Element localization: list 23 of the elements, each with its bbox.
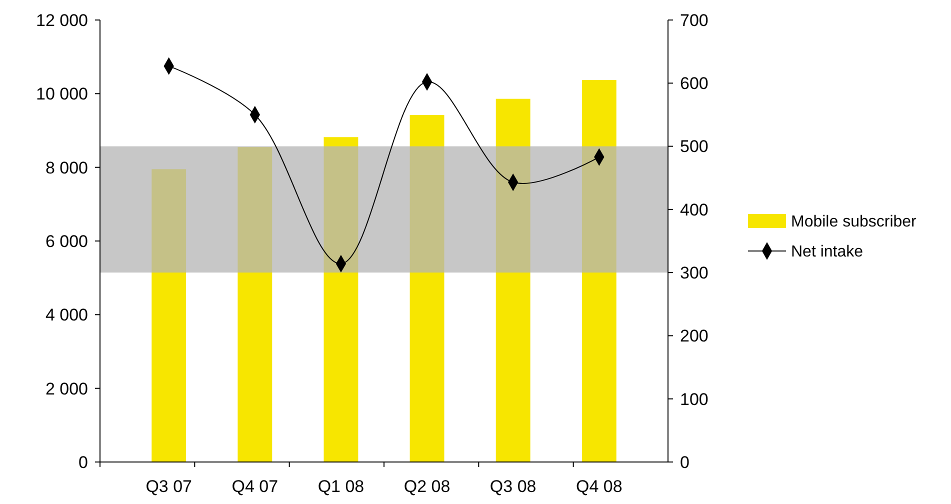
x-tick-label: Q1 08 <box>318 477 364 496</box>
legend-label: Mobile subscriber <box>791 214 918 231</box>
y2-tick-label: 600 <box>680 74 708 94</box>
y2-tick-label: 100 <box>680 390 708 409</box>
y2-tick-label: 0 <box>680 452 690 472</box>
y2-tick-label: 700 <box>680 10 708 30</box>
y-tick-label: 12 000 <box>36 10 88 30</box>
x-tick-label: Q3 08 <box>490 477 536 496</box>
x-tick-label: Q4 08 <box>576 477 622 496</box>
y-tick-label: 8 000 <box>45 158 88 178</box>
y-tick-label: 0 <box>78 452 88 472</box>
x-tick-label: Q2 08 <box>404 477 450 496</box>
y2-tick-label: 300 <box>680 264 708 283</box>
y2-tick-label: 200 <box>680 326 708 346</box>
x-tick-label: Q3 07 <box>146 477 192 496</box>
y-tick-label: 2 000 <box>45 379 88 398</box>
y-tick-label: 10 000 <box>36 84 88 104</box>
y2-tick-label: 400 <box>680 200 708 220</box>
y-tick-label: 4 000 <box>45 306 88 325</box>
x-tick-label: Q4 07 <box>232 477 278 496</box>
y2-tick-label: 500 <box>680 137 708 156</box>
y-tick-label: 6 000 <box>45 232 88 251</box>
legend-label: Net intake <box>791 244 864 261</box>
